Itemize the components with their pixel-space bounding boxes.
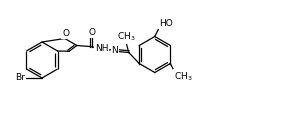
Text: O: O: [88, 28, 95, 37]
Text: O: O: [62, 29, 69, 38]
Text: CH$_3$: CH$_3$: [174, 70, 193, 83]
Text: N: N: [111, 46, 118, 55]
Text: HO: HO: [159, 19, 173, 28]
Text: NH: NH: [95, 44, 109, 53]
Text: CH$_3$: CH$_3$: [118, 30, 136, 43]
Text: Br: Br: [15, 73, 25, 82]
